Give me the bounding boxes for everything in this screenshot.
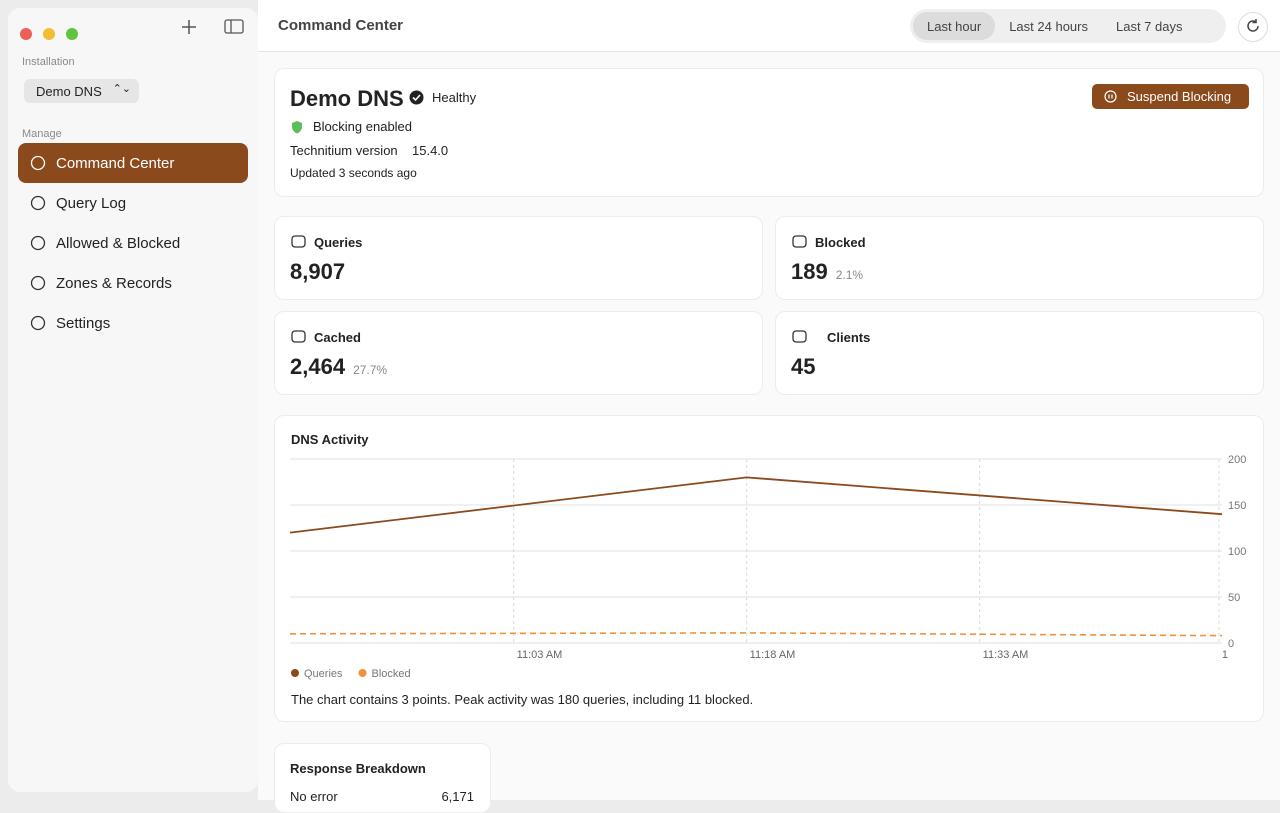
y-tick-label: 50 — [1228, 592, 1240, 604]
y-tick-label: 0 — [1228, 638, 1234, 650]
sidebar: Installation Demo DNS ⌃⌄ Manage — [8, 8, 258, 792]
chart-caption: The chart contains 3 points. Peak activi… — [291, 692, 753, 707]
breakdown-value: 6,171 — [441, 789, 474, 804]
nav-item[interactable]: Query Log — [18, 183, 248, 223]
button-label: Suspend Blocking — [1127, 89, 1232, 104]
close-button[interactable] — [20, 28, 32, 40]
section-label: Manage — [22, 128, 62, 140]
y-tick-label: 200 — [1228, 454, 1246, 466]
nav-label: Zones & Records — [56, 274, 172, 292]
y-tick-label: 100 — [1228, 546, 1246, 558]
installation-title: Demo DNS — [290, 86, 404, 111]
nav-label: Command Center — [56, 154, 175, 172]
series-line — [289, 632, 1223, 637]
breakdown-card: Response Breakdown No error 6,171 — [274, 743, 491, 813]
nav-item[interactable]: Command Center — [18, 143, 248, 183]
stat-share: 27.7% — [353, 363, 388, 377]
stat-value: 189 2.1% — [791, 259, 863, 285]
stat-number: 189 — [791, 259, 828, 284]
stat-label: Queries — [314, 235, 363, 250]
x-tick-label: 11:18 AM — [750, 649, 796, 661]
chart-title: DNS Activity — [291, 432, 369, 447]
legend-swatch — [291, 669, 299, 677]
nav-icon — [30, 275, 46, 291]
stat-card: Clients 45 — [775, 311, 1264, 395]
time-range-picker: Last hour Last 24 hours Last 7 days — [910, 9, 1226, 43]
nav-icon — [30, 155, 46, 171]
stat-value: 45 — [791, 354, 815, 380]
zoom-button[interactable] — [66, 28, 78, 40]
sidebar-toggle[interactable] — [224, 18, 244, 35]
stat-label: Clients — [827, 330, 871, 345]
health-status: Healthy — [432, 90, 477, 105]
blocking-status: Blocking enabled — [313, 119, 413, 134]
time-range-option[interactable]: Last hour — [913, 12, 996, 40]
nav-label: Settings — [56, 314, 111, 332]
breakdown-title: Response Breakdown — [290, 761, 426, 776]
shield-icon — [292, 121, 302, 134]
time-range-option[interactable]: Last 24 hours — [1009, 18, 1088, 34]
add-button[interactable] — [180, 18, 198, 36]
nav-icon — [30, 195, 46, 211]
stat-number: 2,464 — [290, 354, 346, 379]
activity-card: DNS Activity The chart contains 3 points… — [274, 415, 1264, 722]
legend-label: Queries — [304, 668, 343, 680]
stat-icon — [792, 330, 807, 343]
stat-label: Cached — [314, 330, 361, 345]
nav-icon — [30, 235, 46, 251]
stat-share: 2.1% — [835, 268, 864, 282]
nav-item[interactable]: Allowed & Blocked — [18, 223, 248, 263]
refresh-button[interactable] — [1238, 12, 1268, 42]
stat-label: Blocked — [815, 235, 866, 250]
installation-name: Demo DNS — [36, 84, 102, 99]
minimize-button[interactable] — [43, 28, 55, 40]
stat-value: 8,907 — [290, 259, 345, 285]
stat-number: 8,907 — [290, 259, 346, 284]
nav-label: Query Log — [56, 194, 127, 212]
y-tick-label: 150 — [1228, 500, 1246, 512]
suspend-blocking-button[interactable]: Suspend Blocking — [1092, 84, 1249, 109]
stat-card: Cached 2,464 27.7% — [274, 311, 763, 395]
version-label: Technitium version — [290, 143, 398, 158]
x-tick-label: 11:03 AM — [517, 649, 563, 661]
series-line — [289, 476, 1223, 534]
nav-label: Allowed & Blocked — [56, 234, 181, 252]
stat-number: 45 — [791, 354, 816, 379]
version: 15.4.0 — [412, 143, 449, 158]
stat-card: Queries 8,907 — [274, 216, 763, 300]
x-tick-label: 11:33 AM — [983, 649, 1029, 661]
breakdown-label: No error — [290, 789, 338, 804]
legend-swatch — [358, 669, 367, 677]
stat-icon — [792, 235, 807, 248]
installation-picker[interactable]: Demo DNS ⌃⌄ — [24, 79, 139, 103]
time-range-option[interactable]: Last 7 days — [1115, 18, 1183, 34]
installation-label: Installation — [22, 56, 75, 68]
legend-label: Blocked — [372, 668, 411, 680]
chart: DNS Activity The chart contains 3 points… — [289, 432, 1246, 707]
status-card: Demo DNS Healthy Blocking enabled Techni… — [274, 68, 1264, 197]
nav-item[interactable]: Settings — [18, 303, 248, 343]
nav-item[interactable]: Zones & Records — [18, 263, 248, 303]
nav-icon — [30, 315, 46, 331]
stat-icon — [291, 330, 306, 343]
stat-card: Blocked 189 2.1% — [775, 216, 1264, 300]
stat-icon — [291, 235, 306, 248]
stat-value: 2,464 27.7% — [290, 354, 387, 380]
x-tick-label: 1 — [1222, 649, 1228, 661]
updated-time: Updated 3 seconds ago — [290, 166, 417, 180]
window-title: Command Center — [278, 17, 404, 34]
healthy-icon — [409, 90, 424, 105]
